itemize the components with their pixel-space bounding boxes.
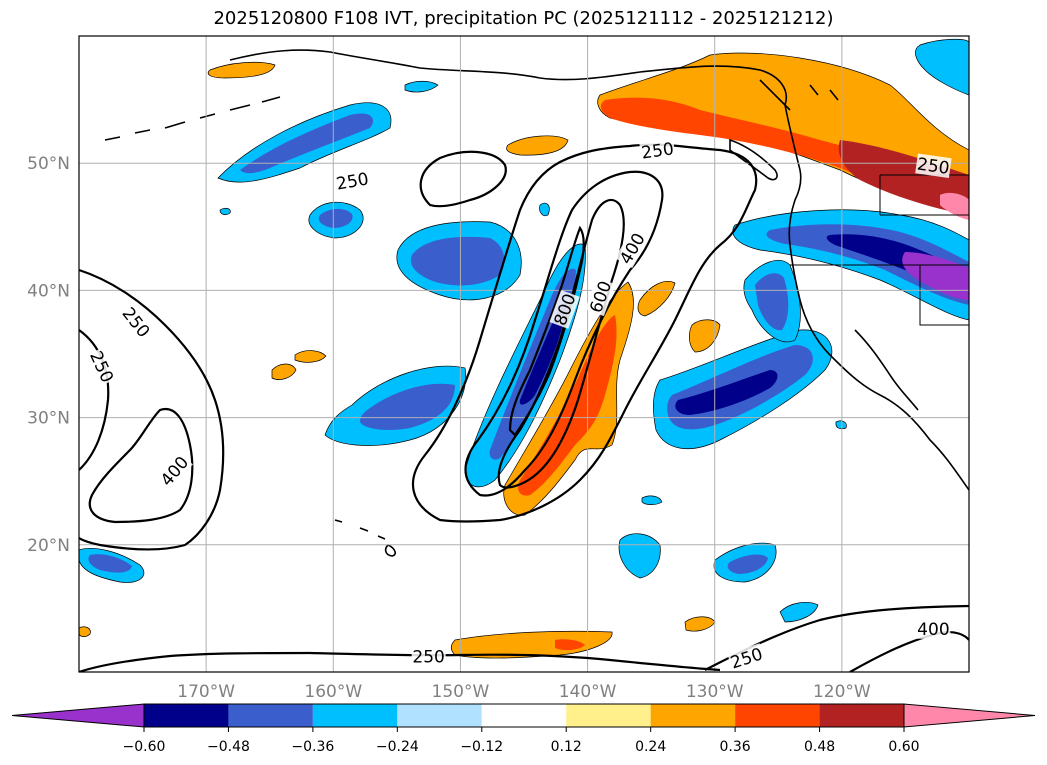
lon-tick-label: 170°W	[177, 682, 235, 702]
colorbar-tick-label: 0.60	[888, 739, 919, 755]
alaska-coast	[229, 49, 787, 106]
contour-label-bg	[117, 302, 155, 342]
baja-california	[854, 329, 919, 411]
lat-tick-label: 50°N	[27, 154, 70, 174]
contour-label-group: 250	[411, 646, 446, 668]
colorbar-tick-label: 0.24	[635, 739, 666, 755]
colorbar: −0.60 −0.48 −0.36 −0.24 −0.12 0.12 0.24 0.36 0.4…	[11, 703, 1036, 755]
lat-tick-label: 30°N	[27, 409, 70, 429]
colorbar-tick-label: −0.12	[460, 739, 503, 755]
colorbar-tick-label: 0.12	[551, 739, 582, 755]
colorbar-segment	[312, 704, 398, 727]
ivt-contour-800	[508, 225, 585, 437]
lon-tick-label: 140°W	[559, 682, 617, 702]
contour-label-bg	[155, 451, 193, 491]
contour-label-bg	[727, 643, 766, 672]
lon-tick-label: 160°W	[304, 682, 362, 702]
lon-tick-label: 150°W	[432, 682, 490, 702]
colorbar-segment	[650, 704, 736, 727]
north-america-coast	[784, 104, 969, 491]
colorbar-segment	[819, 704, 904, 727]
aleutian-islands	[104, 96, 281, 141]
contour-label-bg	[639, 138, 676, 163]
contour-label-bg	[411, 646, 446, 667]
colorbar-tick-label: −0.24	[376, 739, 419, 755]
contour-label: 250	[916, 155, 951, 179]
hawaii	[334, 519, 396, 557]
lon-tick-label: 120°W	[813, 682, 871, 702]
ivt-contour-400	[464, 170, 664, 497]
colorbar-segment	[735, 704, 820, 727]
colorbar-extend-max	[903, 703, 1036, 728]
vancouver-island	[729, 138, 778, 181]
ivt-contours	[79, 143, 969, 672]
map-frame	[78, 35, 970, 673]
colorbar-extend-min	[11, 703, 145, 728]
lon-tick-labels: 170°W 160°W 150°W 140°W 130°W 120°W	[177, 682, 871, 702]
ivt-contour-400-west	[88, 407, 194, 524]
contour-label-bg	[915, 153, 952, 179]
lat-tick-label: 20°N	[27, 536, 70, 556]
colorbar-tick-label: −0.36	[291, 739, 334, 755]
contour-label-group: 400	[916, 618, 951, 640]
contour-label-group: 400	[614, 228, 650, 269]
contour-label-group: 250	[639, 138, 676, 164]
lon-tick-label: 130°W	[686, 682, 744, 702]
gridlines	[79, 36, 969, 672]
contour-label: 250	[640, 139, 675, 163]
contour-label-bg	[916, 618, 951, 639]
contour-label: 400	[917, 620, 949, 640]
contour-label-bg	[585, 277, 616, 317]
chart-title: 2025120800 F108 IVT, precipitation PC (2…	[213, 8, 834, 29]
colorbar-segment	[566, 704, 651, 727]
colorbar-segment	[397, 704, 482, 727]
state-borders	[790, 174, 969, 326]
ivt-contour-250-west	[79, 268, 225, 551]
colorbar-segment	[228, 704, 313, 727]
contour-label-bg	[614, 228, 650, 269]
coastlines	[104, 49, 969, 557]
colorbar-segment	[481, 704, 567, 727]
contour-label-bg	[333, 168, 371, 194]
colorbar-tick-label: −0.48	[207, 739, 250, 755]
contour-label-group: 250	[915, 153, 952, 179]
colorbar-frame	[143, 703, 905, 728]
coastal-islands	[759, 79, 839, 111]
lat-tick-label: 40°N	[27, 281, 70, 301]
ivt-contour-250-west-inner	[79, 329, 110, 471]
ivt-contour-250-main	[411, 143, 758, 523]
colorbar-tick-label: −0.60	[123, 739, 166, 755]
contour-label: 250	[412, 648, 444, 668]
ivt-contour-250-south	[79, 651, 721, 672]
colorbar-tick-label: 0.48	[804, 739, 835, 755]
precip-shading	[79, 38, 969, 659]
colorbar-tick-label: 0.36	[720, 739, 751, 755]
contour-label-bg	[85, 347, 119, 387]
lat-tick-labels: 50°N 40°N 30°N 20°N	[27, 154, 70, 556]
colorbar-segment	[144, 704, 229, 727]
contour-label-bg	[549, 290, 580, 329]
ivt-contour-250-north-loop	[419, 150, 507, 208]
